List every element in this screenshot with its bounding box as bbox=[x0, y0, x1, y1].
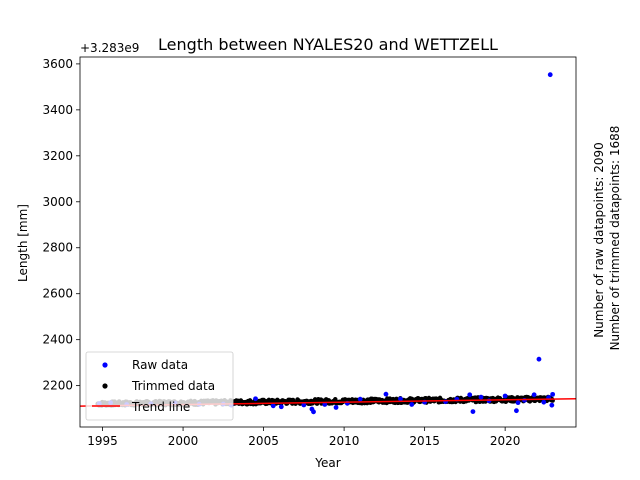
raw-point bbox=[278, 404, 284, 410]
legend-trimmed-marker bbox=[102, 383, 108, 389]
y-tick-label: 2600 bbox=[42, 287, 73, 301]
raw-point bbox=[322, 402, 328, 407]
raw-point bbox=[549, 402, 555, 408]
chart-title: Length between NYALES20 and WETTZELL bbox=[158, 35, 498, 54]
x-tick-label: 2005 bbox=[248, 434, 279, 448]
raw-point bbox=[357, 396, 363, 402]
y-tick-label: 3600 bbox=[42, 57, 73, 71]
side-text-trimmed: Number of trimmed datapoints: 1688 bbox=[608, 126, 622, 351]
raw-point bbox=[398, 396, 403, 402]
y-tick-label: 3200 bbox=[42, 149, 73, 163]
y-tick-label: 3400 bbox=[42, 103, 73, 117]
x-tick-label: 2010 bbox=[329, 434, 360, 448]
y-tick-label: 2200 bbox=[42, 379, 73, 393]
x-tick-label: 1995 bbox=[87, 434, 118, 448]
raw-point bbox=[522, 397, 527, 403]
raw-point bbox=[502, 393, 508, 399]
side-text-raw: Number of raw datapoints: 2090 bbox=[592, 142, 606, 338]
legend-box bbox=[85, 351, 234, 421]
plot-frame bbox=[79, 56, 577, 428]
raw-point bbox=[550, 391, 556, 397]
y-offset-label: +3.283e9 bbox=[80, 41, 139, 55]
legend-raw-marker bbox=[102, 362, 108, 368]
x-tick-label: 2015 bbox=[409, 434, 440, 448]
y-axis-label: Length [mm] bbox=[16, 204, 30, 282]
x-tick-label: 2000 bbox=[168, 434, 199, 448]
legend-trend-label: Trend line bbox=[131, 400, 190, 414]
raw-point bbox=[531, 392, 537, 398]
raw-point bbox=[515, 400, 521, 406]
raw-point bbox=[514, 408, 519, 414]
raw-point bbox=[333, 405, 339, 410]
x-tick-label: 2020 bbox=[490, 434, 521, 448]
legend-raw-label: Raw data bbox=[132, 358, 188, 372]
raw-point bbox=[536, 356, 542, 362]
raw-point bbox=[270, 403, 276, 409]
ticks-layer: 1995 2000 2005 2010 2015 2020 2200 2400 2600 2800… bbox=[42, 57, 520, 448]
raw-point bbox=[478, 394, 484, 400]
legend: Raw data Trimmed data Trend line bbox=[85, 351, 234, 421]
y-tick-label: 2400 bbox=[42, 333, 73, 347]
raw-point bbox=[470, 409, 476, 414]
raw-point bbox=[486, 398, 492, 404]
raw-point bbox=[541, 399, 547, 405]
legend-trimmed-label: Trimmed data bbox=[131, 379, 215, 393]
y-tick-label: 2800 bbox=[42, 241, 73, 255]
raw-point bbox=[467, 392, 473, 398]
x-axis-label: Year bbox=[314, 456, 340, 470]
raw-point bbox=[253, 396, 258, 402]
raw-point bbox=[547, 72, 553, 78]
raw-point bbox=[383, 391, 389, 397]
raw-point bbox=[409, 402, 415, 407]
raw-point bbox=[311, 409, 316, 415]
raw-point bbox=[301, 402, 307, 408]
y-tick-label: 3000 bbox=[42, 195, 73, 209]
